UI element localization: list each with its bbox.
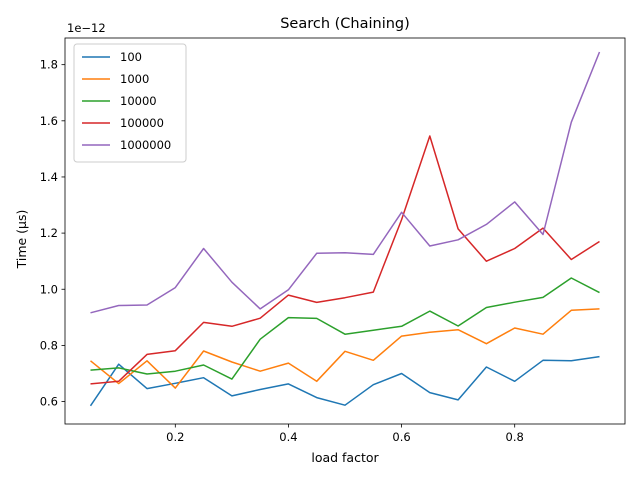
series-line-100 <box>89 355 600 407</box>
y-tick-label: 0.8 <box>40 338 58 352</box>
y-tick-label: 0.6 <box>40 395 58 409</box>
x-axis-label: load factor <box>311 450 379 465</box>
series-line-1000 <box>90 308 600 389</box>
series-line-1000000 <box>90 51 601 314</box>
legend: 100 1000 10000 100000 1000000 <box>73 43 187 163</box>
series-line-100000 <box>90 135 600 385</box>
legend-label-100: 100 <box>120 50 142 64</box>
y-tick-label: 1.2 <box>40 226 58 240</box>
x-tick-label: 0.4 <box>279 430 297 444</box>
x-tick-label: 0.6 <box>392 430 410 444</box>
y-offset-label: 1e−12 <box>67 21 106 35</box>
legend-label-100000: 100000 <box>120 116 164 130</box>
y-tick-label: 1.6 <box>40 114 58 128</box>
chart-title: Search (Chaining) <box>280 16 410 32</box>
legend-label-1000: 1000 <box>120 72 149 86</box>
x-tick-label: 0.2 <box>166 430 184 444</box>
x-tick-label: 0.8 <box>506 430 524 444</box>
plot-frame <box>64 37 626 425</box>
y-tick-label: 1.8 <box>40 58 58 72</box>
legend-label-10000: 10000 <box>120 94 157 108</box>
plot-area: 0.2 0.4 0.6 0.8 0.6 0.8 1.0 1.2 1.4 1.6 1.8 100 1000… <box>40 37 626 444</box>
y-tick-label: 1.0 <box>40 282 58 296</box>
y-tick-label: 1.4 <box>40 170 58 184</box>
series-line-10000 <box>90 277 600 380</box>
legend-box <box>73 43 187 163</box>
y-axis-label: Time (µs) <box>14 210 29 270</box>
legend-label-1000000: 1000000 <box>120 138 171 152</box>
